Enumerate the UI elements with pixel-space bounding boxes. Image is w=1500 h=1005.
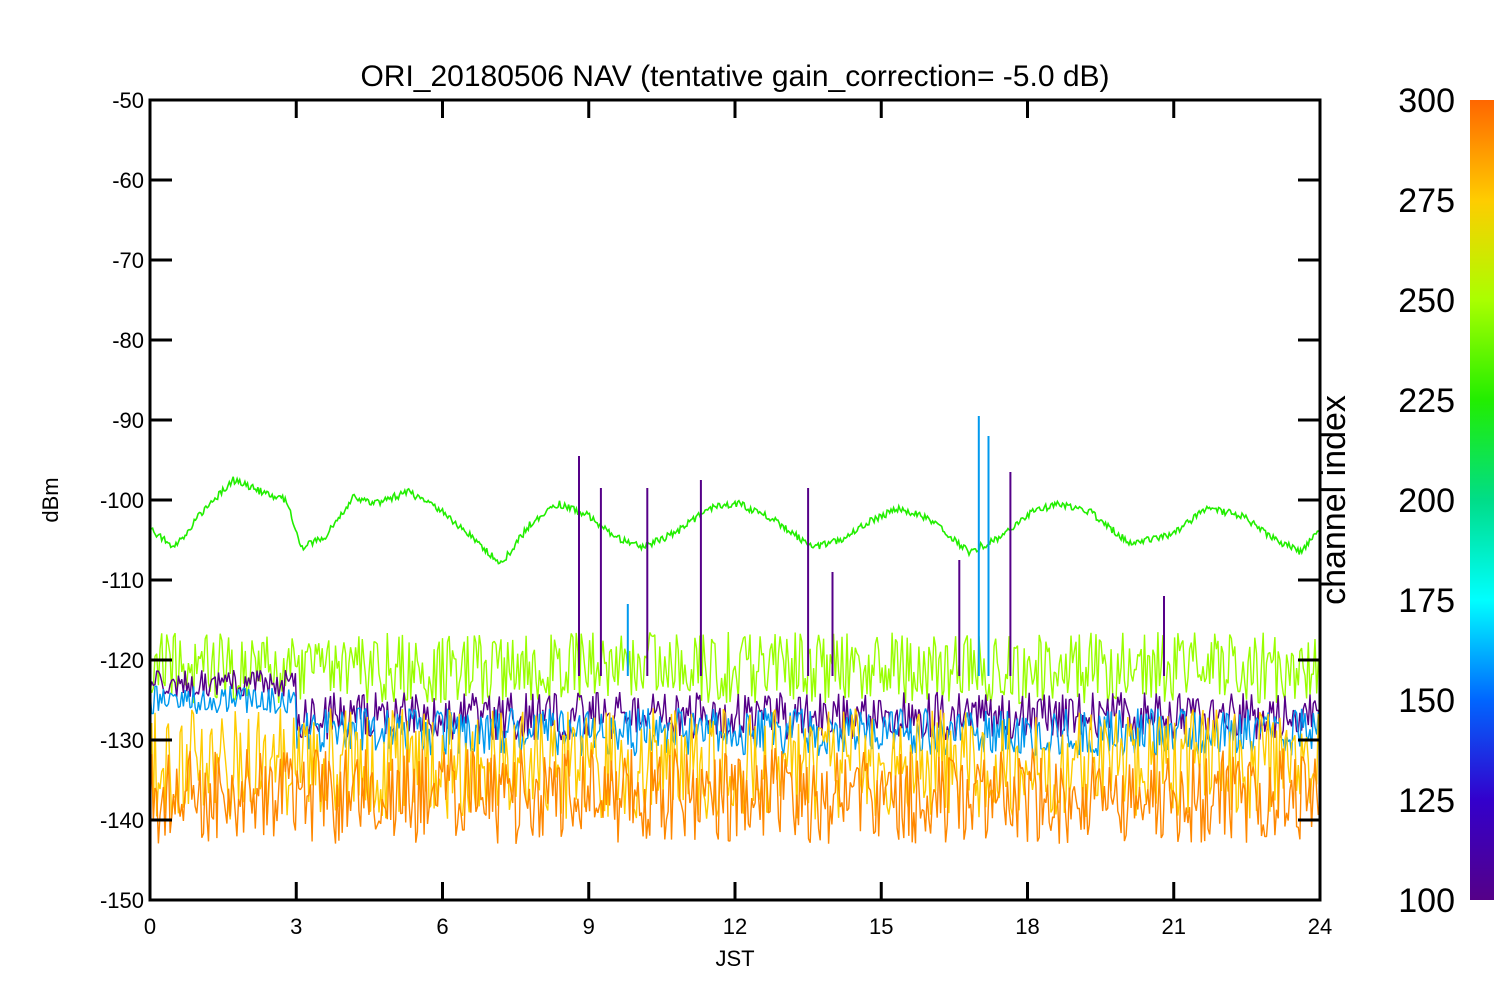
y-tick-label: -60 xyxy=(112,168,144,193)
x-tick-label: 3 xyxy=(290,914,302,939)
x-tick-label: 15 xyxy=(869,914,893,939)
x-tick-label: 18 xyxy=(1015,914,1039,939)
colorbar-tick-label: 175 xyxy=(1398,582,1455,620)
colorbar-axis: 100 125 150 175 200 225 250 275 300 xyxy=(1398,82,1455,920)
y-tick-label: -90 xyxy=(112,408,144,433)
x-tick-label: 9 xyxy=(583,914,595,939)
plot-area xyxy=(150,416,1320,844)
x-axis-label: JST xyxy=(715,946,754,971)
y-axis: -50 -60 -70 -80 -90 -100 -110 -120 -130 -140 -150 xyxy=(100,88,1320,913)
y-tick-label: -130 xyxy=(100,728,144,753)
series-line-ch300 xyxy=(150,747,1320,844)
x-tick-label: 24 xyxy=(1308,914,1332,939)
x-tick-label: 21 xyxy=(1162,914,1186,939)
series-line-ch260 xyxy=(150,631,1320,705)
y-tick-label: -120 xyxy=(100,648,144,673)
x-tick-label: 6 xyxy=(436,914,448,939)
x-tick-label: 0 xyxy=(144,914,156,939)
colorbar-tick-label: 250 xyxy=(1398,282,1455,320)
x-axis: 0 3 6 9 12 15 18 21 24 xyxy=(144,100,1332,939)
series-line-ch110 xyxy=(150,669,1320,741)
y-tick-label: -70 xyxy=(112,248,144,273)
series-line-ch215 xyxy=(150,476,1320,565)
colorbar-tick-label: 225 xyxy=(1398,382,1455,420)
x-tick-label: 12 xyxy=(723,914,747,939)
colorbar-tick-label: 200 xyxy=(1398,482,1455,520)
chart-title: ORI_20180506 NAV (tentative gain_correct… xyxy=(360,60,1109,93)
colorbar-tick-label: 125 xyxy=(1398,782,1455,820)
colorbar-tick-label: 300 xyxy=(1398,82,1455,120)
y-tick-label: -100 xyxy=(100,488,144,513)
y-tick-label: -110 xyxy=(102,568,144,593)
y-tick-label: -80 xyxy=(112,328,144,353)
colorbar xyxy=(1470,100,1494,900)
y-axis-label: dBm xyxy=(38,477,63,522)
y-tick-label: -150 xyxy=(100,888,144,913)
colorbar-tick-label: 150 xyxy=(1398,682,1455,720)
series-line-ch160 xyxy=(150,685,1320,757)
y-tick-label: -140 xyxy=(100,808,144,833)
colorbar-label: channel index xyxy=(1315,395,1353,605)
colorbar-tick-label: 100 xyxy=(1398,882,1455,920)
y-tick-label: -50 xyxy=(112,88,144,113)
colorbar-tick-label: 275 xyxy=(1398,182,1455,220)
